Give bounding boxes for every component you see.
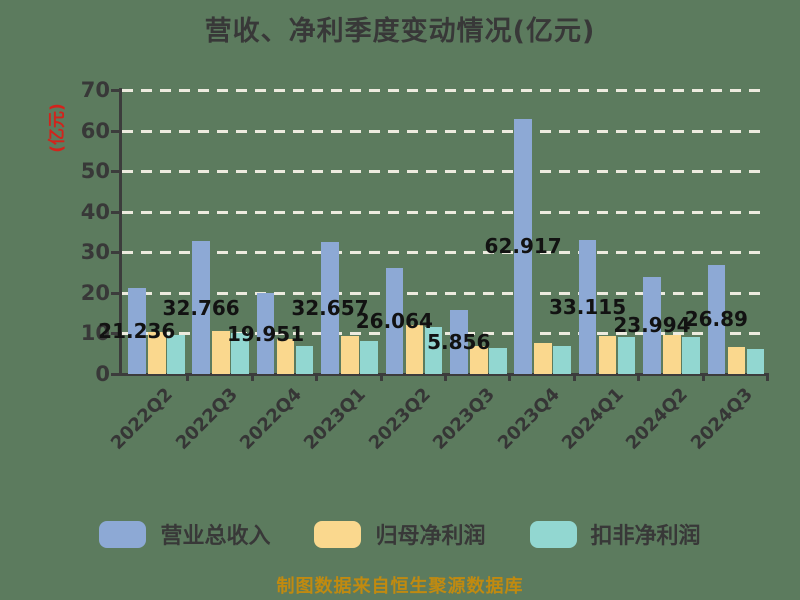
data-source-note: 制图数据来自恒生聚源数据库 <box>276 576 524 597</box>
legend-swatch-扣非净利润 <box>529 520 577 548</box>
bar-扣非净利润-2024Q3 <box>746 348 765 374</box>
x-axis-tick <box>766 373 769 381</box>
bar-归母净利润-2024Q1 <box>598 335 617 374</box>
x-axis-tick <box>572 373 576 381</box>
x-axis-tick <box>508 373 512 381</box>
bar-value-label-2022Q3: 32.766 <box>162 295 240 320</box>
bar-营业总收入-2022Q3 <box>192 241 210 374</box>
bar-归母净利润-2024Q2 <box>663 335 681 374</box>
x-axis-tick <box>379 373 383 381</box>
bar-归母净利润-2023Q4 <box>534 343 552 374</box>
bar-扣非净利润-2022Q4 <box>295 346 314 374</box>
bar-营业总收入-2023Q4 <box>514 118 532 374</box>
legend-swatch-营业总收入 <box>99 520 147 548</box>
legend-label-扣非净利润: 扣非净利润 <box>590 524 701 549</box>
x-axis-label-2023Q2: 2023Q2 <box>364 384 435 454</box>
bar-value-label-2023Q4: 62.917 <box>484 234 562 259</box>
bar-营业总收入-2023Q3 <box>450 309 468 374</box>
y-axis-tick-50 <box>111 170 119 174</box>
x-axis-label-2022Q3: 2022Q3 <box>171 384 242 454</box>
x-axis-tick <box>250 373 254 381</box>
bar-归母净利润-2023Q1 <box>341 336 359 374</box>
bar-营业总收入-2022Q4 <box>256 293 275 374</box>
bar-扣非净利润-2023Q2 <box>424 327 443 374</box>
y-axis-tick-40 <box>111 210 119 214</box>
x-axis-label-2024Q3: 2024Q3 <box>686 384 757 454</box>
gridline-70 <box>122 89 768 92</box>
bar-营业总收入-2024Q3 <box>707 264 726 374</box>
x-axis-label-2024Q1: 2024Q1 <box>557 384 628 454</box>
bar-营业总收入-2024Q1 <box>578 239 597 374</box>
bar-扣非净利润-2023Q4 <box>553 346 571 374</box>
x-axis-tick <box>186 373 190 381</box>
y-axis-label-60: 60 <box>80 118 110 143</box>
y-axis-label-30: 30 <box>80 240 110 265</box>
bar-扣非净利润-2022Q2 <box>167 335 185 374</box>
x-axis-label-2024Q2: 2024Q2 <box>622 384 693 454</box>
bar-归母净利润-2022Q2 <box>148 332 166 374</box>
legend-swatch-归母净利润 <box>314 520 362 548</box>
x-axis-label-2023Q1: 2023Q1 <box>300 384 371 454</box>
bar-value-label-2023Q3: 5.856 <box>427 329 491 354</box>
bar-归母净利润-2022Q3 <box>212 330 230 374</box>
y-axis-tick-30 <box>111 251 119 255</box>
bar-扣非净利润-2024Q1 <box>617 336 636 374</box>
legend-label-营业总收入: 营业总收入 <box>160 524 271 549</box>
y-axis-label-10: 10 <box>80 321 110 346</box>
y-axis-tick-0 <box>111 373 119 376</box>
y-axis-tick-10 <box>111 332 119 336</box>
bar-扣非净利润-2024Q2 <box>682 337 700 374</box>
legend-item-归母净利润: 归母净利润 <box>314 518 486 550</box>
bar-value-label-2023Q2: 26.064 <box>355 309 433 334</box>
gridline-50 <box>122 170 768 174</box>
legend-item-扣非净利润: 扣非净利润 <box>529 518 701 550</box>
x-axis-tick <box>637 373 641 381</box>
bar-value-label-2024Q3: 26.89 <box>684 307 748 332</box>
x-axis-label-2023Q3: 2023Q3 <box>429 384 500 454</box>
gridline-60 <box>122 129 768 133</box>
y-axis-label-70: 70 <box>80 78 110 102</box>
y-axis-line <box>119 88 122 376</box>
y-axis-label-20: 20 <box>80 280 110 305</box>
legend-label-归母净利润: 归母净利润 <box>375 524 486 549</box>
x-axis-tick <box>444 373 447 381</box>
bar-value-label-2023Q1: 32.657 <box>291 295 369 320</box>
gridline-10 <box>122 332 768 336</box>
x-axis-label-2022Q2: 2022Q2 <box>107 384 178 454</box>
bar-扣非净利润-2023Q1 <box>360 341 378 374</box>
y-axis-label-50: 50 <box>80 159 110 184</box>
bar-归母净利润-2024Q3 <box>727 346 746 374</box>
y-axis-tick-60 <box>111 129 119 133</box>
bar-营业总收入-2023Q1 <box>321 241 339 374</box>
bar-扣非净利润-2022Q3 <box>231 333 249 374</box>
y-axis-label-0: 0 <box>95 362 110 386</box>
y-axis-label-40: 40 <box>80 199 110 224</box>
y-axis-tick-70 <box>111 89 119 92</box>
bar-营业总收入-2024Q2 <box>643 276 661 374</box>
x-axis-tick <box>701 373 705 381</box>
x-axis-label-2023Q4: 2023Q4 <box>493 384 564 454</box>
x-axis-tick <box>315 373 319 381</box>
bar-营业总收入-2023Q2 <box>385 268 404 374</box>
bar-营业总收入-2022Q2 <box>128 287 146 374</box>
x-axis-label-2022Q4: 2022Q4 <box>235 384 306 454</box>
gridline-40 <box>122 210 768 214</box>
y-axis-tick-20 <box>111 291 119 295</box>
chart-title: 营收、净利季度变动情况(亿元) <box>204 16 596 47</box>
bar-归母净利润-2023Q2 <box>405 324 424 374</box>
bar-归母净利润-2023Q3 <box>470 346 488 374</box>
bar-value-label-2024Q1: 33.115 <box>548 294 627 319</box>
bar-扣非净利润-2023Q3 <box>489 348 507 374</box>
bar-归母净利润-2022Q4 <box>276 338 295 374</box>
bar-value-label-2022Q4: 19.951 <box>226 321 305 346</box>
bar-value-label-2022Q2: 21.236 <box>98 318 176 343</box>
gridline-30 <box>122 251 768 255</box>
gridline-20 <box>122 291 768 295</box>
chart-legend: 营业总收入 归母净利润 扣非净利润 <box>0 517 800 551</box>
bar-value-label-2024Q2: 23.994 <box>613 313 691 338</box>
legend-item-营业总收入: 营业总收入 <box>99 518 270 550</box>
